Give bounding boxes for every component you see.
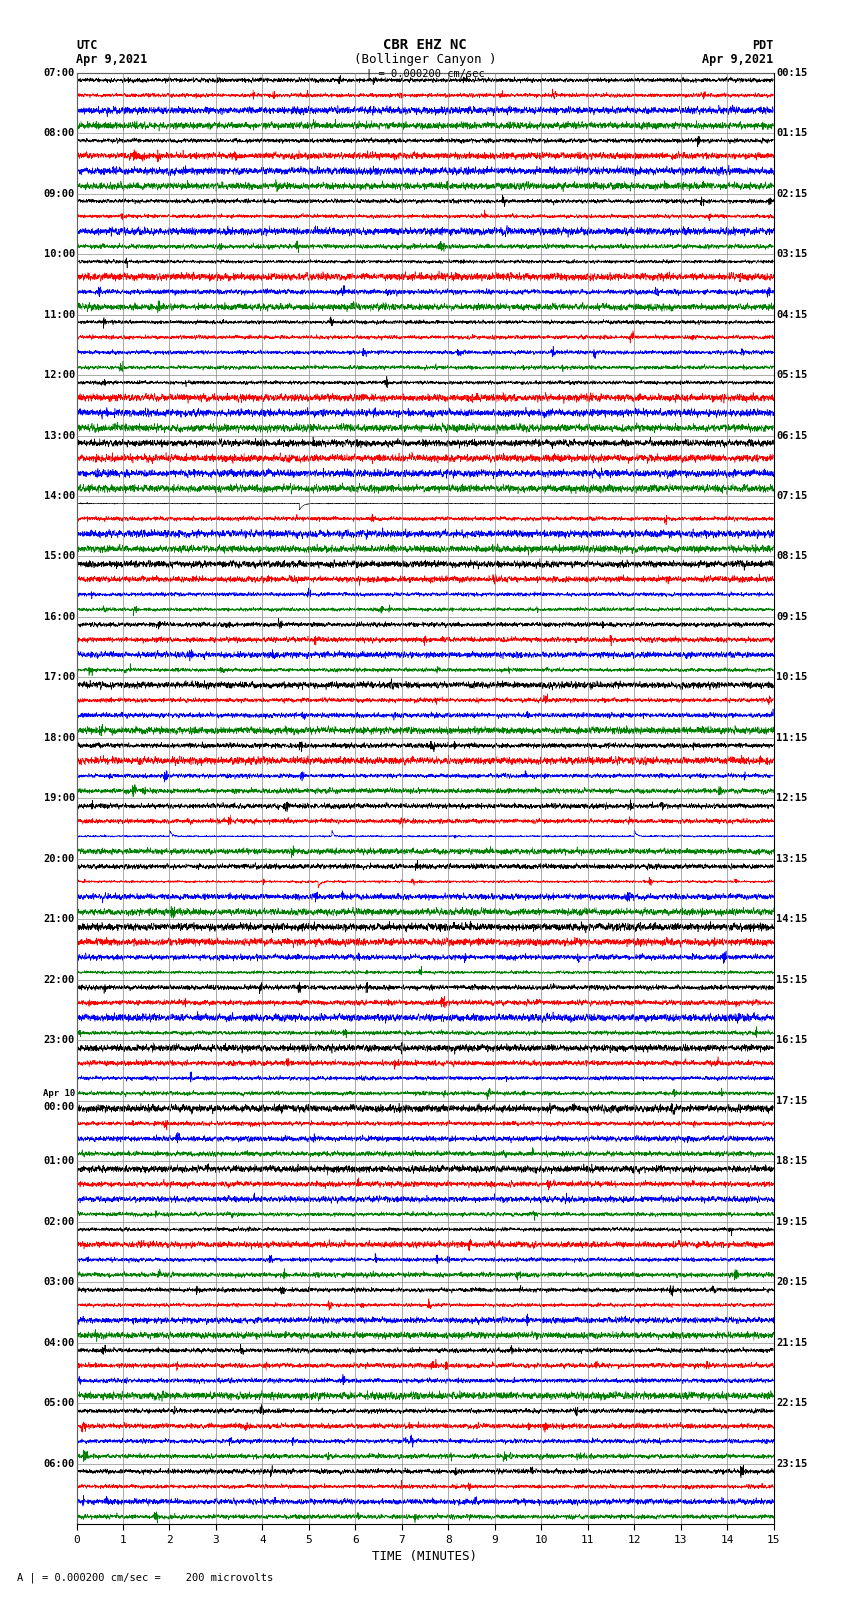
- Text: 01:15: 01:15: [776, 127, 808, 139]
- Text: 13:00: 13:00: [43, 431, 75, 440]
- Text: 02:15: 02:15: [776, 189, 808, 198]
- Text: 20:00: 20:00: [43, 853, 75, 865]
- Text: 06:00: 06:00: [43, 1458, 75, 1469]
- Text: 04:15: 04:15: [776, 310, 808, 319]
- Text: 04:00: 04:00: [43, 1337, 75, 1348]
- Text: 12:15: 12:15: [776, 794, 808, 803]
- Text: 01:00: 01:00: [43, 1157, 75, 1166]
- Text: 15:00: 15:00: [43, 552, 75, 561]
- Text: 19:00: 19:00: [43, 794, 75, 803]
- Text: 11:00: 11:00: [43, 310, 75, 319]
- Text: 20:15: 20:15: [776, 1277, 808, 1287]
- Text: UTC: UTC: [76, 39, 98, 52]
- Text: | = 0.000200 cm/sec: | = 0.000200 cm/sec: [366, 69, 484, 79]
- Text: 21:00: 21:00: [43, 915, 75, 924]
- Text: PDT: PDT: [752, 39, 774, 52]
- Text: 00:00: 00:00: [43, 1103, 75, 1113]
- X-axis label: TIME (MINUTES): TIME (MINUTES): [372, 1550, 478, 1563]
- Text: A | = 0.000200 cm/sec =    200 microvolts: A | = 0.000200 cm/sec = 200 microvolts: [17, 1573, 273, 1582]
- Text: 07:15: 07:15: [776, 490, 808, 502]
- Text: CBR EHZ NC: CBR EHZ NC: [383, 39, 467, 52]
- Text: 02:00: 02:00: [43, 1216, 75, 1227]
- Text: 16:00: 16:00: [43, 611, 75, 623]
- Text: 18:15: 18:15: [776, 1157, 808, 1166]
- Text: 09:15: 09:15: [776, 611, 808, 623]
- Text: 13:15: 13:15: [776, 853, 808, 865]
- Text: 12:00: 12:00: [43, 369, 75, 381]
- Text: 08:15: 08:15: [776, 552, 808, 561]
- Text: 10:00: 10:00: [43, 248, 75, 260]
- Text: (Bollinger Canyon ): (Bollinger Canyon ): [354, 53, 496, 66]
- Text: 17:15: 17:15: [776, 1095, 808, 1107]
- Text: 07:00: 07:00: [43, 68, 75, 77]
- Text: 00:15: 00:15: [776, 68, 808, 77]
- Text: 15:15: 15:15: [776, 974, 808, 986]
- Text: 10:15: 10:15: [776, 673, 808, 682]
- Text: 18:00: 18:00: [43, 732, 75, 744]
- Text: Apr 9,2021: Apr 9,2021: [76, 53, 148, 66]
- Text: 22:00: 22:00: [43, 974, 75, 986]
- Text: 23:15: 23:15: [776, 1458, 808, 1469]
- Text: 03:15: 03:15: [776, 248, 808, 260]
- Text: Apr 10: Apr 10: [42, 1089, 75, 1097]
- Text: 08:00: 08:00: [43, 127, 75, 139]
- Text: 06:15: 06:15: [776, 431, 808, 440]
- Text: 17:00: 17:00: [43, 673, 75, 682]
- Text: 05:15: 05:15: [776, 369, 808, 381]
- Text: 14:15: 14:15: [776, 915, 808, 924]
- Text: 09:00: 09:00: [43, 189, 75, 198]
- Text: 03:00: 03:00: [43, 1277, 75, 1287]
- Text: 22:15: 22:15: [776, 1398, 808, 1408]
- Text: 05:00: 05:00: [43, 1398, 75, 1408]
- Text: Apr 9,2021: Apr 9,2021: [702, 53, 774, 66]
- Text: 14:00: 14:00: [43, 490, 75, 502]
- Text: 23:00: 23:00: [43, 1036, 75, 1045]
- Text: 16:15: 16:15: [776, 1036, 808, 1045]
- Text: 21:15: 21:15: [776, 1337, 808, 1348]
- Text: 11:15: 11:15: [776, 732, 808, 744]
- Text: 19:15: 19:15: [776, 1216, 808, 1227]
